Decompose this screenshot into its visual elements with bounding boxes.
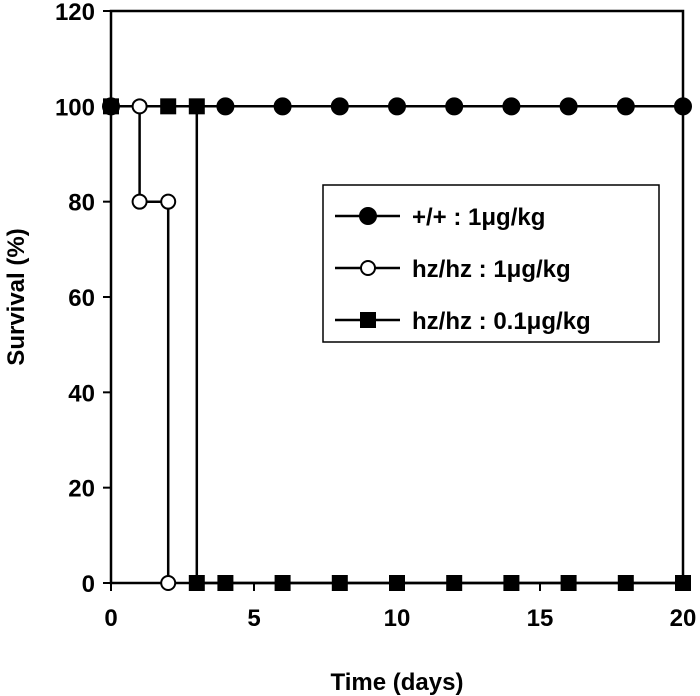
series-markers xyxy=(102,97,692,591)
data-point-series-1 xyxy=(216,97,235,116)
data-point-series-1 xyxy=(273,97,292,116)
data-point-series-3 xyxy=(103,98,119,115)
data-point-series-1 xyxy=(502,97,521,116)
x-tick-label: 10 xyxy=(384,605,411,632)
data-point-series-1 xyxy=(616,97,635,116)
x-tick-label: 15 xyxy=(527,605,554,632)
legend-box xyxy=(322,184,660,343)
y-tick-label: 120 xyxy=(55,0,95,26)
data-point-series-3 xyxy=(617,575,634,591)
y-axis-ticks: 0 20 40 60 80 100 120 xyxy=(55,0,111,598)
y-tick-label: 40 xyxy=(68,380,95,407)
data-point-series-1 xyxy=(674,97,692,116)
x-axis-ticks: 0 5 10 15 20 xyxy=(104,583,696,632)
x-tick-label: 0 xyxy=(104,605,117,632)
y-tick-label: 80 xyxy=(68,190,95,217)
y-axis-title: Survival (%) xyxy=(3,228,30,365)
data-point-series-2 xyxy=(160,575,177,591)
data-point-series-3 xyxy=(274,575,291,591)
legend-marker-series-3 xyxy=(360,312,376,328)
y-tick-label: 60 xyxy=(68,285,95,312)
data-point-series-3 xyxy=(560,575,577,591)
data-point-series-3 xyxy=(188,575,205,591)
x-tick-label: 5 xyxy=(247,605,260,632)
data-point-series-3 xyxy=(389,575,405,591)
data-point-series-2 xyxy=(160,193,177,210)
x-axis-title: Time (days) xyxy=(331,669,464,696)
data-point-series-3 xyxy=(217,575,234,591)
data-point-series-3 xyxy=(331,575,348,591)
data-point-series-1 xyxy=(388,97,406,116)
data-point-series-3 xyxy=(675,575,691,591)
data-point-series-3 xyxy=(503,575,520,591)
data-point-series-2 xyxy=(131,98,148,115)
data-point-series-2 xyxy=(131,193,148,210)
series-line-3 xyxy=(111,105,683,585)
legend-label-series-3: hz/hz : 0.1μg/kg xyxy=(412,308,591,335)
data-point-series-1 xyxy=(559,97,578,116)
data-point-series-1 xyxy=(330,97,349,116)
legend: +/+ : 1μg/kg hz/hz : 1μg/kg hz/hz : 0.1μ… xyxy=(322,184,660,343)
data-point-series-3 xyxy=(160,98,177,115)
y-tick-label: 20 xyxy=(68,476,95,503)
legend-label-series-1: +/+ : 1μg/kg xyxy=(412,204,545,231)
y-tick-label: 100 xyxy=(55,94,95,121)
x-tick-label: 20 xyxy=(670,605,697,632)
series-line-2 xyxy=(138,106,170,583)
data-point-series-3 xyxy=(188,98,205,115)
legend-marker-series-2 xyxy=(360,260,376,276)
y-tick-label: 0 xyxy=(82,571,95,598)
data-point-series-1 xyxy=(445,97,464,116)
data-point-series-3 xyxy=(446,575,463,591)
legend-label-series-2: hz/hz : 1μg/kg xyxy=(412,256,571,283)
legend-marker-series-1 xyxy=(359,207,377,225)
series-lines xyxy=(111,105,683,585)
